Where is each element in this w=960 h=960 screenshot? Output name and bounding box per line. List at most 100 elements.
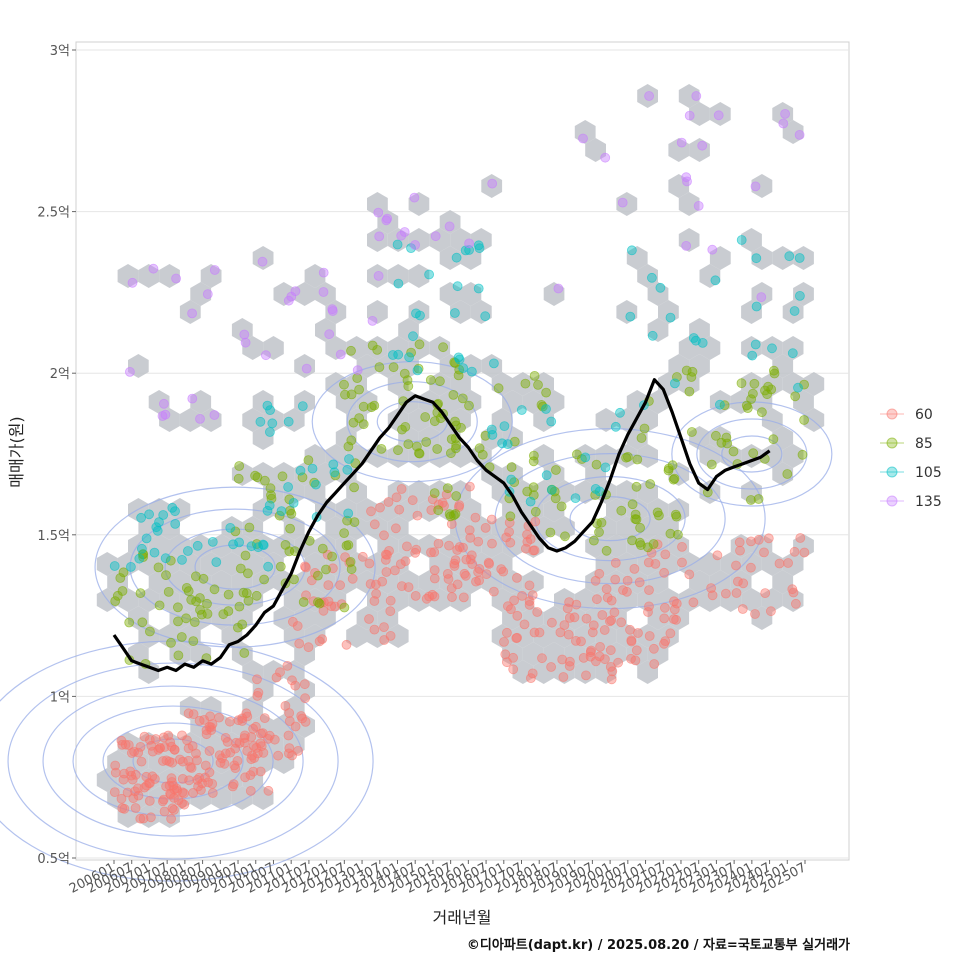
scatter-point-60 (391, 492, 402, 503)
scatter-point-85 (493, 383, 504, 394)
scatter-point-105 (466, 366, 477, 377)
scatter-point-60 (707, 590, 718, 601)
scatter-point-135 (778, 118, 789, 129)
scatter-point-60 (588, 620, 599, 631)
hexbin-cell (346, 480, 367, 504)
scatter-point-60 (547, 617, 557, 628)
scatter-point-105 (393, 278, 404, 289)
scatter-point-60 (174, 754, 185, 765)
scatter-point-85 (748, 448, 759, 459)
scatter-point-85 (446, 434, 457, 445)
scatter-point-85 (627, 499, 638, 510)
scatter-point-60 (600, 654, 610, 665)
density-contour (494, 453, 726, 585)
scatter-point-85 (799, 379, 809, 390)
scatter-point-85 (358, 401, 369, 412)
scatter-point-135 (374, 231, 385, 242)
scatter-point-60 (130, 769, 141, 780)
hexbin-cell (408, 336, 430, 360)
hexbin-cell (564, 606, 586, 630)
scatter-point-60 (293, 746, 304, 756)
scatter-point-60 (501, 627, 512, 638)
scatter-point-85 (480, 430, 491, 441)
scatter-point-60 (294, 638, 305, 649)
hexbin-cell (418, 534, 440, 558)
hexbin-cell (741, 552, 762, 576)
scatter-point-85 (782, 469, 793, 479)
scatter-point-85 (372, 344, 383, 355)
scatter-point-60 (410, 547, 421, 558)
hexbin-cell (647, 282, 669, 306)
hexbin-cell (595, 660, 617, 684)
scatter-point-85 (374, 362, 385, 373)
scatter-point-60 (442, 569, 453, 579)
hexbin-cell (377, 606, 399, 630)
scatter-point-85 (327, 551, 338, 562)
scatter-point-105 (497, 438, 508, 449)
scatter-point-85 (354, 384, 365, 395)
scatter-point-60 (625, 624, 635, 635)
scatter-point-60 (369, 519, 380, 530)
hexbin-cell (699, 588, 721, 612)
scatter-point-85 (706, 459, 717, 470)
scatter-point-60 (110, 767, 121, 778)
scatter-point-85 (343, 441, 354, 452)
scatter-point-105 (144, 509, 155, 520)
hexbin-cell (200, 408, 222, 432)
hexbin-cell (418, 426, 440, 450)
scatter-point-60 (629, 564, 640, 574)
scatter-point-60 (394, 504, 405, 515)
scatter-point-85 (530, 506, 541, 517)
scatter-point-60 (284, 743, 295, 753)
scatter-point-135 (693, 200, 704, 211)
scatter-point-60 (581, 670, 591, 681)
hexbin-cell (117, 552, 139, 576)
scatter-point-60 (117, 739, 128, 750)
scatter-point-105 (415, 310, 425, 321)
scatter-point-105 (454, 354, 465, 365)
scatter-point-60 (454, 500, 465, 511)
hexbin-cell (668, 606, 690, 630)
scatter-point-60 (631, 645, 642, 656)
hexbin-cell (138, 264, 160, 288)
scatter-point-60 (759, 547, 769, 558)
scatter-point-60 (607, 666, 618, 677)
hexbin-cell (398, 318, 419, 342)
scatter-point-85 (339, 528, 350, 538)
scatter-point-105 (424, 269, 435, 280)
scatter-point-85 (438, 342, 449, 353)
scatter-point-60 (110, 760, 121, 771)
hexbin-cell (595, 516, 617, 540)
scatter-point-85 (790, 391, 801, 402)
scatter-point-60 (188, 788, 199, 798)
scatter-point-85 (259, 574, 270, 585)
scatter-point-135 (301, 363, 312, 374)
scatter-point-60 (610, 574, 621, 585)
hexbin-cell (637, 480, 658, 504)
hexbin-cell (782, 300, 804, 324)
scatter-point-135 (381, 215, 392, 226)
scatter-point-60 (396, 484, 407, 494)
scatter-point-85 (681, 365, 692, 376)
scatter-point-85 (736, 378, 747, 389)
hexbin-cell (231, 606, 253, 630)
hexbin-cell (252, 786, 274, 810)
scatter-point-85 (450, 416, 460, 427)
scatter-point-85 (172, 602, 183, 613)
scatter-point-135 (399, 227, 410, 237)
scatter-point-135 (187, 393, 198, 404)
legend-swatch (886, 495, 898, 507)
scatter-point-105 (474, 243, 485, 254)
scatter-point-85 (202, 598, 212, 609)
scatter-point-60 (120, 739, 131, 750)
scatter-point-85 (400, 421, 411, 432)
scatter-point-60 (119, 768, 130, 779)
scatter-point-135 (444, 221, 455, 232)
scatter-point-105 (255, 416, 266, 427)
scatter-point-85 (165, 555, 176, 566)
scatter-point-85 (652, 507, 663, 518)
scatter-point-60 (555, 627, 566, 638)
scatter-point-85 (560, 531, 570, 542)
hexbin-cell (242, 336, 264, 360)
scatter-point-105 (541, 404, 551, 414)
